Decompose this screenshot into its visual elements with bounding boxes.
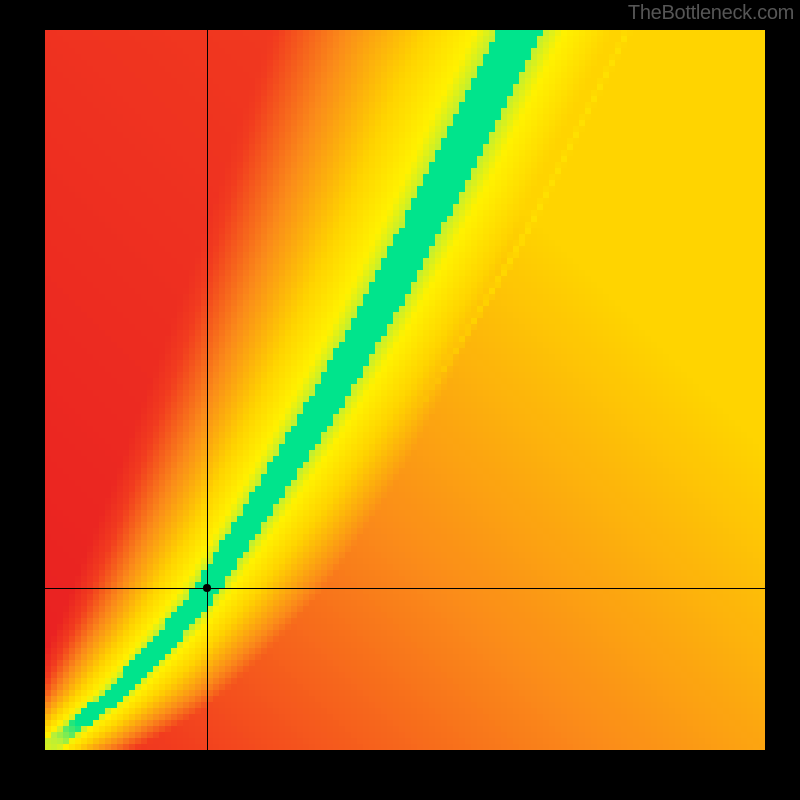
heatmap-plot-area <box>45 30 765 750</box>
chart-container: TheBottleneck.com <box>0 0 800 800</box>
crosshair-overlay <box>45 30 765 750</box>
attribution-label: TheBottleneck.com <box>628 0 800 25</box>
